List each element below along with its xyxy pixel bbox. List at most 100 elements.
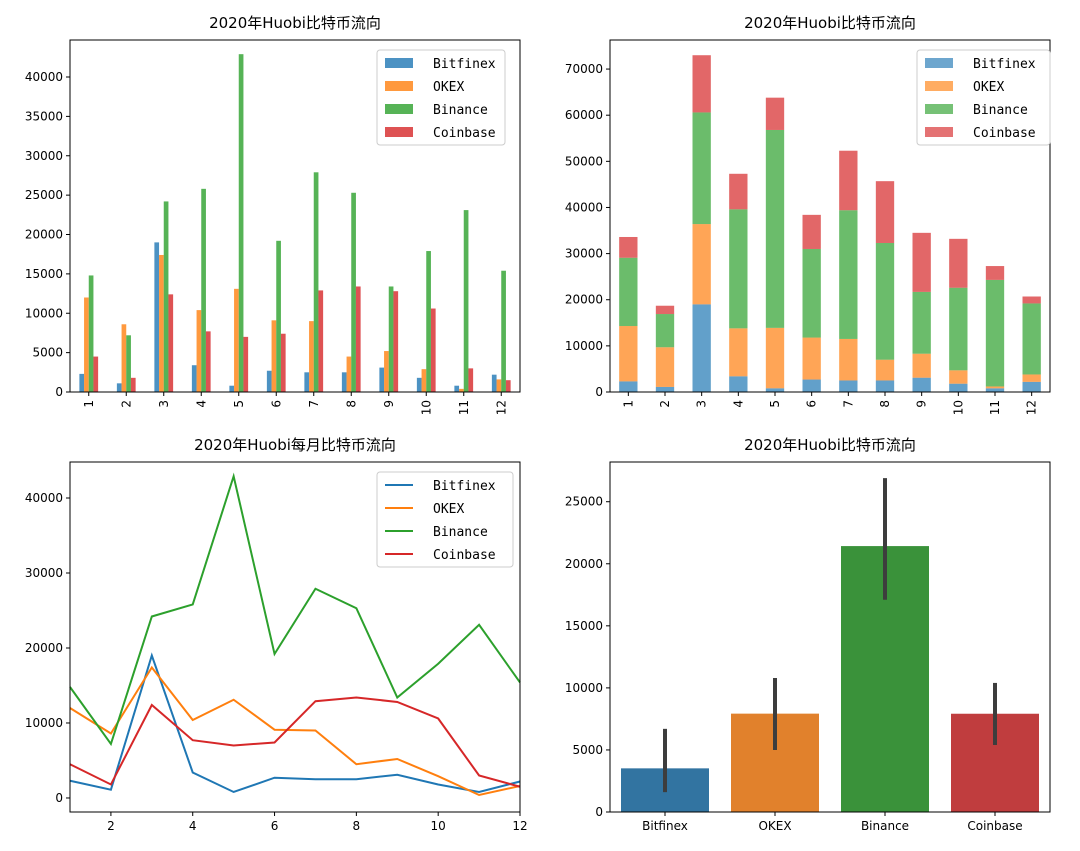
bar-bitfinex-2: [116, 383, 122, 392]
x-tick-label: 8: [353, 819, 361, 833]
bar-binance-1: [88, 275, 94, 392]
x-tick-label: 10: [431, 819, 446, 833]
bar-okex-1: [84, 297, 89, 392]
chart-title: 2020年Huobi比特币流向: [744, 14, 916, 32]
x-tick-label: 4: [731, 400, 745, 408]
y-tick-label: 10000: [25, 306, 63, 320]
axes-frame: [69, 39, 521, 393]
bar-coinbase-7: [318, 290, 324, 392]
bar-bitfinex-5: [229, 385, 235, 392]
x-tick-label: 10: [951, 400, 965, 415]
stack-bitfinex-10: [949, 383, 968, 392]
legend-label: Bitfinex: [433, 479, 496, 494]
y-tick-label: 30000: [565, 247, 603, 261]
x-tick-label: Binance: [861, 819, 909, 833]
stack-coinbase-3: [692, 55, 711, 113]
y-tick-label: 15000: [25, 267, 63, 281]
stack-bitfinex-4: [729, 376, 748, 392]
bar-okex-5: [234, 288, 239, 392]
legend-label: Coinbase: [433, 126, 496, 141]
stack-okex-7: [839, 338, 858, 381]
y-tick-label: 0: [55, 791, 63, 805]
line-chart: 2020年Huobi每月比特币流向 0 10000 20000 30000 40000 2 4…: [25, 436, 528, 833]
stack-binance-1: [619, 257, 638, 327]
x-tick-label: Coinbase: [967, 819, 1022, 833]
y-tick-label: 0: [55, 385, 63, 399]
line-okex: [69, 665, 521, 797]
legend-swatch-coinbase: [385, 127, 413, 137]
stack-coinbase-12: [1022, 296, 1041, 304]
y-tick-label: 70000: [565, 62, 603, 76]
bar-okex-4: [196, 310, 202, 392]
stack-coinbase-4: [729, 173, 748, 210]
bar-okex-7: [309, 321, 314, 392]
legend: [376, 49, 506, 146]
stack-bitfinex-8: [875, 380, 895, 392]
bar-binance-8: [351, 192, 356, 392]
legend-label: Binance: [433, 103, 488, 118]
bar-okex-12: [496, 379, 502, 392]
y-tick-label: 20000: [565, 557, 603, 571]
x-tick-label: 6: [271, 819, 279, 833]
legend-label: Bitfinex: [973, 57, 1036, 72]
chart-title: 2020年Huobi比特币流向: [209, 14, 381, 32]
stack-okex-10: [949, 370, 968, 384]
bar-bitfinex-10: [416, 377, 422, 392]
legend-label: Binance: [973, 103, 1028, 118]
axes-frame: [609, 39, 1051, 393]
bar-bitfinex-1: [79, 373, 85, 392]
line-coinbase: [69, 696, 521, 788]
bar-okex-10: [421, 369, 427, 392]
legend-label: Coinbase: [433, 548, 496, 563]
x-tick-label: 5: [768, 400, 782, 408]
x-tick-label: 11: [988, 400, 1002, 415]
stack-bitfinex-1: [619, 381, 638, 392]
x-tick-label: 5: [232, 400, 246, 408]
y-tick-label: 5000: [572, 743, 603, 757]
legend: [916, 49, 1051, 146]
bar-binance-3: [163, 201, 169, 392]
y-tick-label: 20000: [565, 293, 603, 307]
stack-okex-5: [765, 327, 785, 389]
stack-bitfinex-2: [655, 386, 675, 392]
x-tick-label: 2: [658, 400, 672, 408]
stack-binance-10: [949, 287, 968, 371]
stack-bitfinex-3: [692, 304, 711, 392]
stack-bitfinex-7: [839, 380, 858, 392]
stack-okex-6: [802, 337, 821, 380]
bar-coinbase-3: [168, 294, 174, 392]
stack-coinbase-9: [912, 232, 931, 292]
x-tick-label: 8: [344, 400, 358, 408]
legend-swatch-bitfinex: [385, 58, 413, 68]
stack-okex-8: [875, 359, 895, 381]
y-tick-label: 30000: [25, 149, 63, 163]
bar-okex-2: [121, 324, 127, 392]
stack-okex-9: [912, 353, 931, 378]
bar-okex-6: [271, 320, 277, 392]
legend-swatch-bitfinex: [925, 58, 953, 68]
stack-coinbase-2: [655, 305, 675, 315]
bar-binance-2: [126, 335, 131, 392]
x-tick-label: 9: [915, 400, 929, 408]
x-tick-label: 7: [841, 400, 855, 408]
x-tick-label: 3: [695, 400, 709, 408]
x-tick-label: 4: [189, 819, 197, 833]
line-bitfinex: [69, 652, 521, 794]
axes-frame: [69, 461, 521, 813]
legend-swatch-okex: [385, 81, 413, 91]
stack-bitfinex-5: [765, 388, 785, 392]
grouped-bar-chart: 2020年Huobi比特币流向 0 5000 10000 15000 20000 25000…: [25, 14, 521, 415]
y-tick-label: 40000: [25, 491, 63, 505]
stack-binance-9: [912, 291, 931, 354]
bar-coinbase-8: [355, 286, 361, 392]
legend-label: Coinbase: [973, 126, 1036, 141]
bar-coinbase-12: [505, 380, 511, 392]
y-tick-label: 20000: [25, 228, 63, 242]
bar-bitfinex-6: [266, 370, 272, 392]
stack-coinbase-1: [619, 236, 638, 258]
bar-bitfinex-9: [379, 367, 385, 392]
bar-coinbase-1: [93, 356, 99, 392]
legend-label: OKEX: [433, 502, 464, 517]
bar-bitfinex-7: [304, 372, 310, 392]
